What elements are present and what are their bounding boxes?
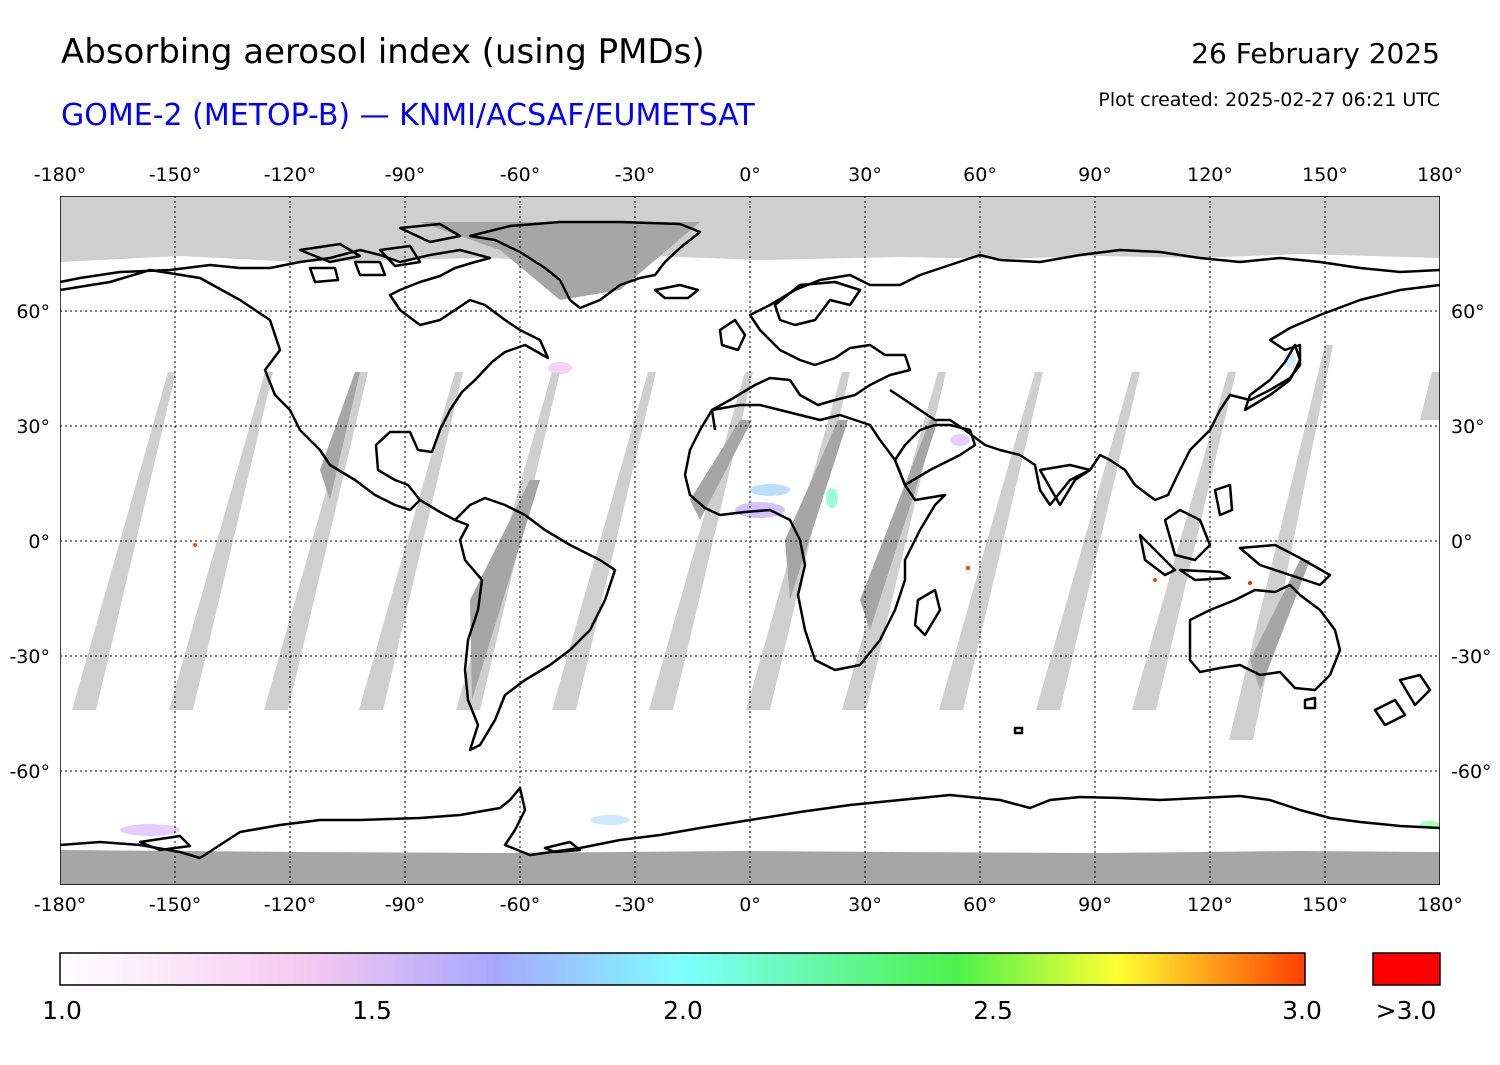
colorbar-label: 1.0 [42,996,82,1025]
lon-tick-label: 30° [848,894,882,916]
coastline-australia [1188,583,1342,692]
lat-tick-labels-left: 60° 30° 0° -30° -60° [9,301,50,783]
lon-tick-label: 120° [1187,894,1233,916]
lon-tick-label: 0° [739,894,761,916]
lon-tick-label: -60° [500,894,541,916]
lat-tick-label: 0° [28,531,50,553]
coastlines [60,220,1440,860]
lon-tick-label: -180° [34,894,87,916]
lon-tick-label: -60° [500,164,541,186]
lat-tick-label: -60° [9,761,50,783]
coastline-greenland [468,220,702,310]
lat-tick-label: -60° [1451,761,1492,783]
lon-tick-label: -30° [615,164,656,186]
lon-tick-label: 90° [1078,164,1112,186]
lon-tick-label: -90° [385,894,426,916]
colorbar-gradient [59,952,1306,986]
lat-tick-labels-right: 60° 30° 0° -30° -60° [1451,301,1492,783]
colorbar-overflow-label: >3.0 [1376,996,1437,1025]
colorbar-label: 2.5 [973,996,1013,1025]
coastline-north-america [60,248,550,512]
coastline-asia [889,248,1440,507]
lon-tick-label: -150° [149,894,202,916]
map-subtitle: GOME-2 (METOP-B) — KNMI/ACSAF/EUMETSAT [61,98,755,133]
lat-tick-label: 30° [16,416,50,438]
lon-tick-label: 150° [1302,894,1348,916]
colorbar-label: 3.0 [1282,996,1322,1025]
coastline-south-america [419,496,617,752]
lon-tick-label: -150° [149,164,202,186]
lon-tick-label: 120° [1187,164,1233,186]
lon-tick-label: 180° [1417,894,1463,916]
lon-tick-label: -90° [385,164,426,186]
map-title: Absorbing aerosol index (using PMDs) [61,32,705,72]
lon-tick-label: 60° [963,894,997,916]
lat-tick-label: 60° [1451,301,1485,323]
lon-tick-label: 60° [963,164,997,186]
colorbar-label: 2.0 [663,996,703,1025]
lon-tick-label: 0° [739,164,761,186]
map-date: 26 February 2025 [1191,37,1440,70]
lon-tick-label: 30° [848,164,882,186]
lon-tick-label: 180° [1417,164,1463,186]
lat-tick-label: -30° [9,646,50,668]
land-gap-overlap [320,222,1310,700]
colorbar: 1.0 1.5 2.0 2.5 3.0 >3.0 [42,952,1441,1025]
coastline-antarctica [60,786,1440,860]
plot-created-timestamp: Plot created: 2025-02-27 06:21 UTC [1098,89,1440,111]
lat-tick-label: 30° [1451,416,1485,438]
lon-tick-label: 90° [1078,894,1112,916]
lon-tick-label: -120° [264,894,317,916]
lon-tick-label: -180° [34,164,87,186]
gridlines [60,196,1440,885]
lon-tick-labels-top: -180° -150° -120° -90° -60° -30° 0° 30° … [34,164,1463,186]
colorbar-overflow-box [1372,952,1441,986]
lat-tick-label: -30° [1451,646,1492,668]
lon-tick-label: -30° [615,894,656,916]
lat-tick-label: 60° [16,301,50,323]
lon-tick-labels-bottom: -180° -150° -120° -90° -60° -30° 0° 30° … [34,894,1463,916]
colorbar-label: 1.5 [352,996,392,1025]
lon-tick-label: 150° [1302,164,1348,186]
coastline-europe [710,253,1001,431]
lat-tick-label: 0° [1451,531,1473,553]
map-panel [60,196,1440,885]
lon-tick-label: -120° [264,164,317,186]
coastline-africa [683,403,947,672]
